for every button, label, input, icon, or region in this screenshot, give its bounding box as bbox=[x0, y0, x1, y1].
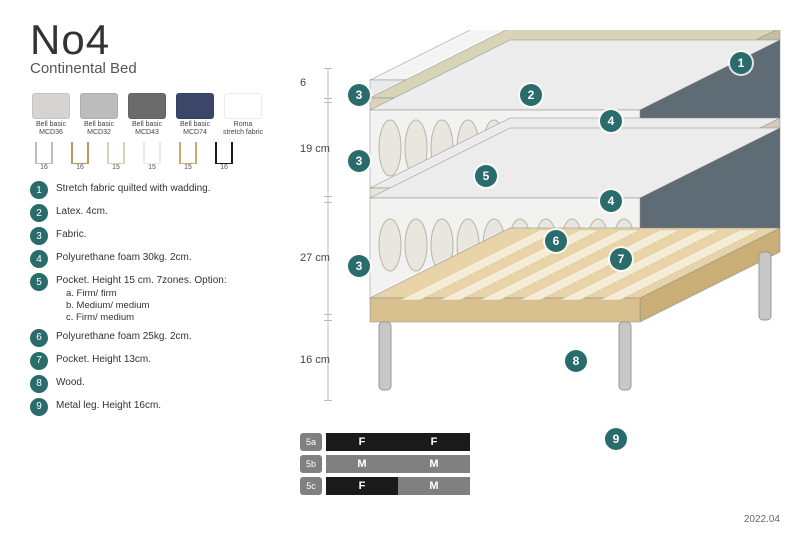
callout-marker: 3 bbox=[348, 150, 370, 172]
swatch-label: Bell basicMCD74 bbox=[174, 121, 216, 136]
swatch-label: Bell basicMCD32 bbox=[78, 121, 120, 136]
list-subitem: c. Firm/ medium bbox=[56, 312, 227, 324]
swatch-color bbox=[224, 93, 262, 119]
leg-option: 15 bbox=[102, 142, 130, 171]
firmness-row: 5c F M bbox=[300, 477, 470, 495]
callout-marker: 4 bbox=[600, 110, 622, 132]
item-number-badge: 2 bbox=[30, 204, 48, 222]
leg-option: 15 bbox=[138, 142, 166, 171]
leg-icon bbox=[35, 142, 53, 164]
leg-option: 15 bbox=[174, 142, 202, 171]
leg-option: 16 bbox=[66, 142, 94, 171]
firmness-left: F bbox=[326, 477, 398, 495]
list-subitem: b. Medium/ medium bbox=[56, 300, 227, 312]
fabric-swatch: Romastretch fabric bbox=[222, 93, 264, 136]
callout-marker: 8 bbox=[565, 350, 587, 372]
leg-icon bbox=[215, 142, 233, 164]
swatch-color bbox=[80, 93, 118, 119]
item-text: Latex. 4cm. bbox=[56, 204, 108, 219]
item-text: Pocket. Height 15 cm. 7zones. Option:a. … bbox=[56, 273, 227, 323]
cutaway-diagram: 6 19 cm 27 cm 16 cm 1 2 3 4 3 5 4 6 7 3 8 9 bbox=[300, 30, 790, 470]
callout-marker: 3 bbox=[348, 84, 370, 106]
callout-marker: 7 bbox=[610, 248, 632, 270]
dimension-label: 16 cm bbox=[300, 354, 330, 366]
item-number-badge: 1 bbox=[30, 181, 48, 199]
callout-marker: 2 bbox=[520, 84, 542, 106]
item-text: Polyurethane foam 25kg. 2cm. bbox=[56, 329, 192, 344]
item-text: Pocket. Height 13cm. bbox=[56, 352, 151, 367]
leg-height: 16 bbox=[30, 164, 58, 171]
dimension-label: 19 cm bbox=[300, 143, 330, 155]
fabric-swatch: Bell basicMCD43 bbox=[126, 93, 168, 136]
callout-marker: 4 bbox=[600, 190, 622, 212]
item-text: Stretch fabric quilted with wadding. bbox=[56, 181, 211, 196]
item-number-badge: 8 bbox=[30, 375, 48, 393]
leg-option: 16 bbox=[30, 142, 58, 171]
item-number-badge: 4 bbox=[30, 250, 48, 268]
dimension-label: 27 cm bbox=[300, 252, 330, 264]
leg-icon bbox=[179, 142, 197, 164]
swatch-color bbox=[176, 93, 214, 119]
item-number-badge: 5 bbox=[30, 273, 48, 291]
callout-marker: 9 bbox=[605, 428, 627, 450]
dimension-label: 6 bbox=[300, 77, 306, 89]
fabric-swatch: Bell basicMCD74 bbox=[174, 93, 216, 136]
swatch-label: Bell basicMCD43 bbox=[126, 121, 168, 136]
leg-height: 15 bbox=[102, 164, 130, 171]
item-number-badge: 3 bbox=[30, 227, 48, 245]
firmness-right: M bbox=[398, 477, 470, 495]
callout-marker: 3 bbox=[348, 255, 370, 277]
callout-marker: 6 bbox=[545, 230, 567, 252]
item-number-badge: 7 bbox=[30, 352, 48, 370]
leg-height: 16 bbox=[210, 164, 238, 171]
list-subitem: a. Firm/ firm bbox=[56, 288, 227, 300]
callout-marker: 5 bbox=[475, 165, 497, 187]
item-text: Polyurethane foam 30kg. 2cm. bbox=[56, 250, 192, 265]
leg-height: 16 bbox=[66, 164, 94, 171]
item-text: Fabric. bbox=[56, 227, 87, 242]
revision-date: 2022.04 bbox=[744, 514, 780, 525]
swatch-color bbox=[32, 93, 70, 119]
firmness-key: 5c bbox=[300, 477, 322, 495]
fabric-swatch: Bell basicMCD32 bbox=[78, 93, 120, 136]
item-text: Metal leg. Height 16cm. bbox=[56, 398, 161, 413]
leg-icon bbox=[71, 142, 89, 164]
item-number-badge: 9 bbox=[30, 398, 48, 416]
leg-option: 16 bbox=[210, 142, 238, 171]
item-number-badge: 6 bbox=[30, 329, 48, 347]
leg-icon bbox=[107, 142, 125, 164]
item-text: Wood. bbox=[56, 375, 85, 390]
leg-height: 15 bbox=[174, 164, 202, 171]
callout-marker: 1 bbox=[730, 52, 752, 74]
swatch-label: Bell basicMCD36 bbox=[30, 121, 72, 136]
leg-icon bbox=[143, 142, 161, 164]
fabric-swatch: Bell basicMCD36 bbox=[30, 93, 72, 136]
leg-height: 15 bbox=[138, 164, 166, 171]
swatch-label: Romastretch fabric bbox=[222, 121, 264, 136]
swatch-color bbox=[128, 93, 166, 119]
